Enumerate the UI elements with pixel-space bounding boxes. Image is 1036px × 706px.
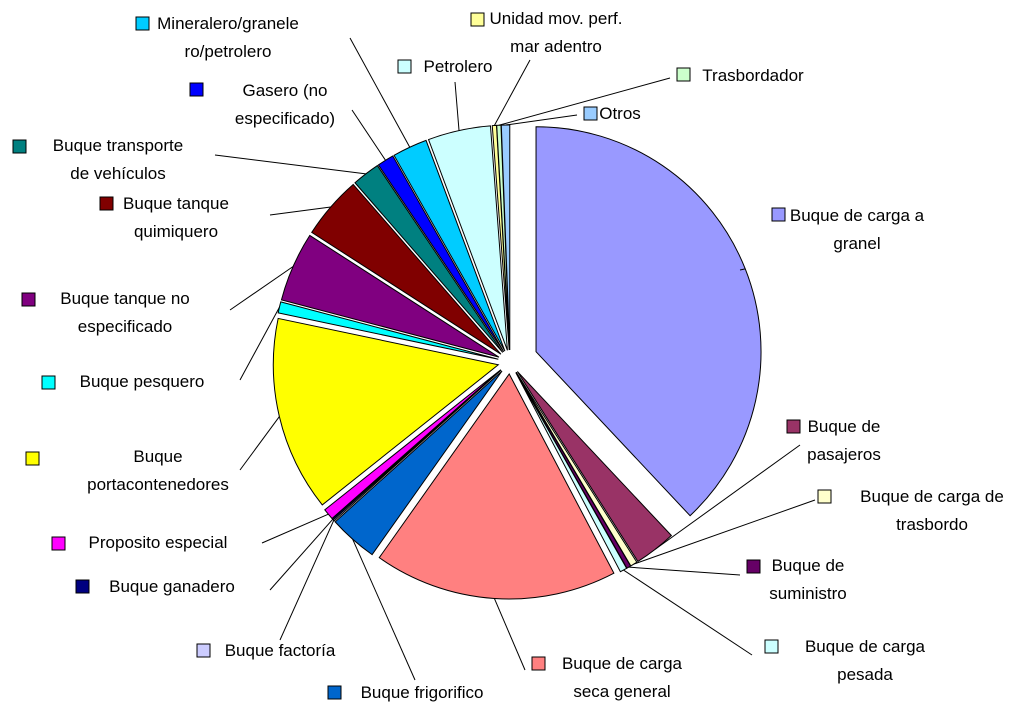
pie-slice <box>378 373 615 600</box>
slice-label: Buque tanque quimiquero <box>123 194 229 241</box>
slice-label: Buque transporte de vehículos <box>53 136 183 183</box>
leader-line <box>351 109 386 161</box>
slice-label: Buque tanque no especificado <box>60 289 190 336</box>
leader-line <box>633 499 816 565</box>
slice-label: Buque de carga seca general <box>562 654 683 701</box>
slice-label: Unidad mov. perf. mar adentro <box>490 9 623 56</box>
leader-line <box>229 266 294 311</box>
slice-label: Petrolero <box>424 57 493 76</box>
leader-line <box>279 520 335 641</box>
leader-line <box>214 154 366 175</box>
slice-label: Mineralero/granele ro/petrolero <box>157 14 299 61</box>
legend-swatch <box>21 292 36 307</box>
legend-swatch <box>25 451 40 466</box>
slice-label: Buque ganadero <box>109 577 235 596</box>
legend-swatch <box>531 656 546 671</box>
pie-slice <box>516 371 673 563</box>
slice-label: Otros <box>599 104 641 123</box>
leader-line <box>493 598 526 671</box>
leader-line <box>349 37 411 148</box>
legend-swatch <box>327 685 342 700</box>
slice-label: Buque factoría <box>225 641 336 660</box>
pie-slice <box>354 164 504 353</box>
leader-line <box>261 513 329 544</box>
slice-label: Buque de carga pesada <box>805 637 926 684</box>
leader-line <box>239 307 280 381</box>
pie-slice <box>280 234 500 358</box>
slice-label: Buque de pasajeros <box>807 417 881 464</box>
slice-label: Trasbordador <box>702 66 804 85</box>
slice-label: Gasero (no especificado) <box>235 81 335 128</box>
legend-swatch <box>771 207 786 222</box>
leader-line <box>628 566 741 576</box>
leader-line <box>493 59 531 126</box>
leader-line <box>739 268 746 271</box>
pie-slice <box>393 139 506 352</box>
slice-label: Buque portacontenedores <box>87 447 229 494</box>
leader-line <box>269 206 331 216</box>
slice-label: Buque pesquero <box>80 372 205 391</box>
legend-swatch <box>817 489 832 504</box>
legend-swatch <box>764 639 779 654</box>
leader-line <box>498 77 671 126</box>
leader-line <box>623 569 753 656</box>
legend-swatch <box>583 106 598 121</box>
slice-label: Buque de suministro <box>769 556 846 603</box>
slice-label: Proposito especial <box>89 533 228 552</box>
leader-line <box>505 114 578 126</box>
leader-line <box>352 539 416 681</box>
legend-swatch <box>470 12 485 27</box>
legend-swatch <box>397 59 412 74</box>
legend-swatch <box>786 419 801 434</box>
leader-line <box>454 81 460 131</box>
slice-label: Buque de carga a granel <box>790 206 925 253</box>
legend-swatch <box>189 82 204 97</box>
legend-swatch <box>676 67 691 82</box>
legend-swatch <box>196 643 211 658</box>
leader-line <box>269 518 334 591</box>
leader-line <box>239 416 280 471</box>
slice-label: Buque de carga de trasbordo <box>860 487 1004 534</box>
legend-swatch <box>51 536 66 551</box>
legend-swatch <box>746 559 761 574</box>
leader-line <box>654 444 801 550</box>
legend-swatch <box>75 579 90 594</box>
legend-swatch <box>135 16 150 31</box>
legend-swatch <box>12 139 27 154</box>
legend-swatch <box>99 196 114 211</box>
pie-slice <box>377 155 505 353</box>
legend-swatch <box>41 375 56 390</box>
slice-label: Buque frigorifico <box>361 683 484 702</box>
